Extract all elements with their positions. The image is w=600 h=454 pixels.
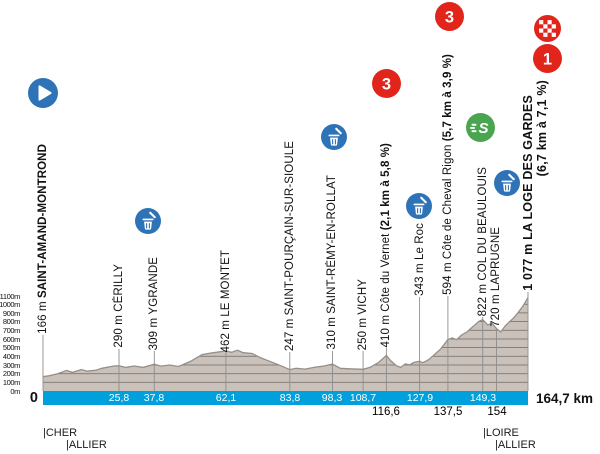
waste-zone-icon — [494, 170, 520, 196]
waypoint-label-cote-du-vernet: 410 m Côte du Vernet (2,1 km à 5,8 %) — [379, 143, 393, 347]
waypoint-label-saint-remy: 310 m SAINT-RÉMY-EN-ROLLAT — [325, 175, 339, 350]
waypoint-label-le-roc: 343 m Le Roc — [413, 223, 427, 296]
km-strip-label: 25,8 — [108, 392, 130, 404]
waypoint-label-cerilly: 290 m CÉRILLY — [112, 264, 126, 348]
waypoint-elevation: 822 m — [476, 283, 489, 316]
boundary-label-allier-right: |ALLIER — [495, 439, 536, 451]
y-axis-label: 200m — [2, 369, 21, 378]
waypoint-name: VICHY — [357, 278, 370, 315]
waypoint-elevation: 462 m — [219, 319, 232, 352]
boundary-label-cher: |CHER — [43, 427, 78, 439]
km-strip: 25,8 37,8 62,1 83,8 98,3 108,7 127,9 149… — [43, 391, 528, 405]
boundary-label-allier-left: |ALLIER — [66, 439, 107, 451]
climb-category-3-icon: 3 — [435, 2, 464, 31]
waypoint-label-saint-amand-montrond: 166 m SAINT-AMAND-MONTROND — [36, 144, 50, 334]
boundary-label-loire: |LOIRE — [483, 427, 519, 439]
km-strip-label: 83,8 — [279, 392, 301, 404]
waypoint-elevation: 720 m — [490, 294, 503, 327]
km-strip-label: 149,3 — [469, 392, 497, 404]
waypoint-elevation: 309 m — [148, 317, 161, 350]
waste-zone-icon — [321, 124, 347, 150]
waste-zone-icon — [406, 193, 432, 219]
waypoint-name: YGRANDE — [148, 256, 161, 315]
y-axis-label: 800m — [2, 317, 21, 326]
waypoint-label-vichy: 250 m VICHY — [356, 279, 370, 350]
waypoint-name: Côte de Cheval Rigon — [441, 144, 454, 260]
waypoint-name: CÉRILLY — [112, 264, 125, 313]
km-below-label: 154 — [487, 406, 507, 418]
waypoint-name: SAINT-POURÇAIN-SUR-SIOULE — [283, 140, 296, 316]
y-axis-label: 1000m — [0, 300, 20, 309]
finish-flag-icon — [534, 15, 561, 42]
waypoint-name: Le Roc — [413, 223, 426, 261]
climb-category-3-icon: 3 — [372, 69, 401, 98]
y-axis-label: 300m — [2, 361, 21, 370]
y-axis-label: 400m — [2, 352, 21, 361]
svg-text:3: 3 — [382, 75, 391, 93]
waypoint-elevation: 310 m — [326, 317, 339, 350]
km-strip-label: 37,8 — [143, 392, 165, 404]
svg-text:3: 3 — [445, 8, 454, 26]
km-strip-label: 98,3 — [321, 392, 343, 404]
waypoint-elevation: 1 077 m — [521, 243, 535, 291]
waypoint-name: Côte du Vernet — [380, 233, 393, 312]
waypoint-elevation: 166 m — [37, 301, 49, 334]
svg-text:S: S — [478, 120, 488, 137]
km-strip-label: 127,9 — [406, 392, 434, 404]
waypoint-label-ygrande: 309 m YGRANDE — [147, 257, 161, 350]
waypoint-label-la-loge-des-gardes: 1 077 m LA LOGE DES GARDES — [521, 95, 535, 291]
waypoint-elevation: 290 m — [112, 315, 125, 348]
y-axis-label: 0m — [10, 387, 20, 396]
waypoint-elevation: 250 m — [357, 317, 370, 350]
y-axis-label: 600m — [2, 335, 21, 344]
waypoint-label-le-montet: 462 m LE MONTET — [219, 250, 233, 352]
waypoint-name: SAINT-AMAND-MONTROND — [37, 144, 49, 299]
waypoint-label-laprugne: 720 m LAPRUGNE — [489, 227, 503, 327]
km-strip-label: 108,7 — [349, 392, 377, 404]
svg-text:1: 1 — [543, 50, 552, 68]
climb-category-1-icon: 1 — [533, 44, 562, 73]
waypoint-name: SAINT-RÉMY-EN-ROLLAT — [326, 175, 339, 315]
waypoint-elevation: 343 m — [413, 263, 426, 296]
waypoint-name: COL DU BEAULOUIS — [476, 166, 489, 281]
waypoint-name: LAPRUGNE — [490, 227, 503, 292]
waypoint-elevation: 247 m — [283, 318, 296, 351]
waypoint-name: LA LOGE DES GARDES — [521, 95, 535, 241]
start-icon — [28, 78, 58, 108]
km-below-label: 116,6 — [372, 406, 400, 418]
waypoint-elevation: 410 m — [380, 314, 393, 347]
waypoint-label-cheval-rigon: 594 m Côte de Cheval Rigon (5,7 km à 3,9… — [441, 54, 455, 295]
waypoint-label-col-du-beaulouis: 822 m COL DU BEAULOUIS — [476, 167, 490, 316]
waypoint-label-saint-pourcain: 247 m SAINT-POURÇAIN-SUR-SIOULE — [283, 141, 297, 351]
y-axis-label: 700m — [2, 326, 21, 335]
y-axis-label: 500m — [2, 343, 21, 352]
km-origin-label: 0 — [29, 390, 38, 406]
waypoint-gradient-la-loge-des-gardes: (6,7 km à 7,1 %) — [535, 80, 549, 177]
y-axis-label: 100m — [2, 378, 21, 387]
sprint-icon: S — [466, 113, 495, 142]
km-below-label: 137,5 — [433, 406, 463, 418]
waypoint-gradient: (2,1 km à 5,8 %) — [380, 142, 393, 230]
total-distance-label: 164,7 km — [536, 391, 594, 406]
waypoint-gradient: (5,7 km à 3,9 %) — [441, 54, 454, 142]
waypoint-name: LE MONTET — [219, 249, 232, 317]
waypoint-elevation: 594 m — [441, 262, 454, 295]
km-strip-label: 62,1 — [215, 392, 237, 404]
y-axis-label: 1100m — [0, 292, 20, 301]
waste-zone-icon — [135, 208, 161, 234]
y-axis-label: 900m — [2, 309, 21, 318]
